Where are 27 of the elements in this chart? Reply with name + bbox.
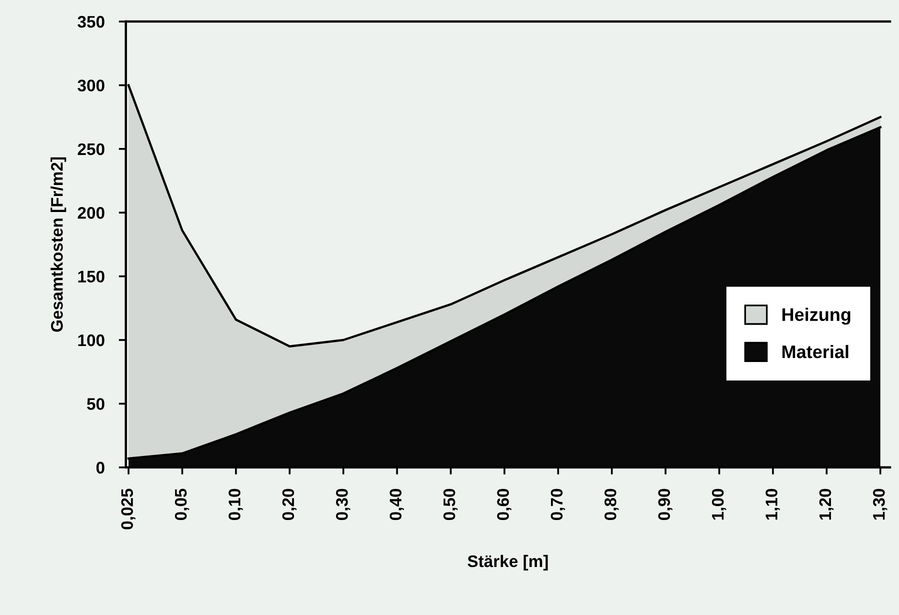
legend-label: Heizung — [782, 308, 850, 325]
x-tick-label: 0,40 — [390, 488, 404, 520]
y-tick-label: 0 — [96, 462, 104, 474]
y-tick-label: 200 — [78, 207, 104, 219]
x-tick-label: 1,30 — [873, 488, 888, 520]
x-tick-label: 1,20 — [819, 488, 834, 520]
x-tick-label: 0,025 — [121, 488, 136, 530]
y-tick-label: 100 — [78, 334, 104, 346]
y-tick-label: 150 — [78, 270, 104, 283]
x-tick-label: 0,90 — [658, 488, 672, 520]
x-tick-label: 0,80 — [604, 488, 619, 520]
y-tick-label: 300 — [78, 80, 104, 92]
y-tick-label: 350 — [78, 16, 104, 28]
x-tick-label: 0,20 — [282, 488, 297, 520]
y-axis-title: Gesamtkosten [Fr/m2] — [50, 157, 66, 332]
x-tick-label: 0,30 — [336, 488, 350, 520]
x-tick-label: 0,10 — [228, 488, 243, 520]
x-tick-label: 1,10 — [766, 488, 780, 520]
legend-label: Material — [782, 344, 848, 358]
x-tick-label: 1,00 — [712, 488, 726, 520]
x-tick-label: 0,50 — [443, 488, 458, 520]
x-tick-label: 0,05 — [174, 488, 190, 520]
x-axis-title: Stärke [m] — [468, 554, 548, 570]
x-tick-label: 0,60 — [497, 488, 512, 520]
y-tick-label: 50 — [87, 398, 104, 410]
y-tick-label: 250 — [78, 143, 104, 156]
x-tick-label: 0,70 — [550, 488, 566, 520]
